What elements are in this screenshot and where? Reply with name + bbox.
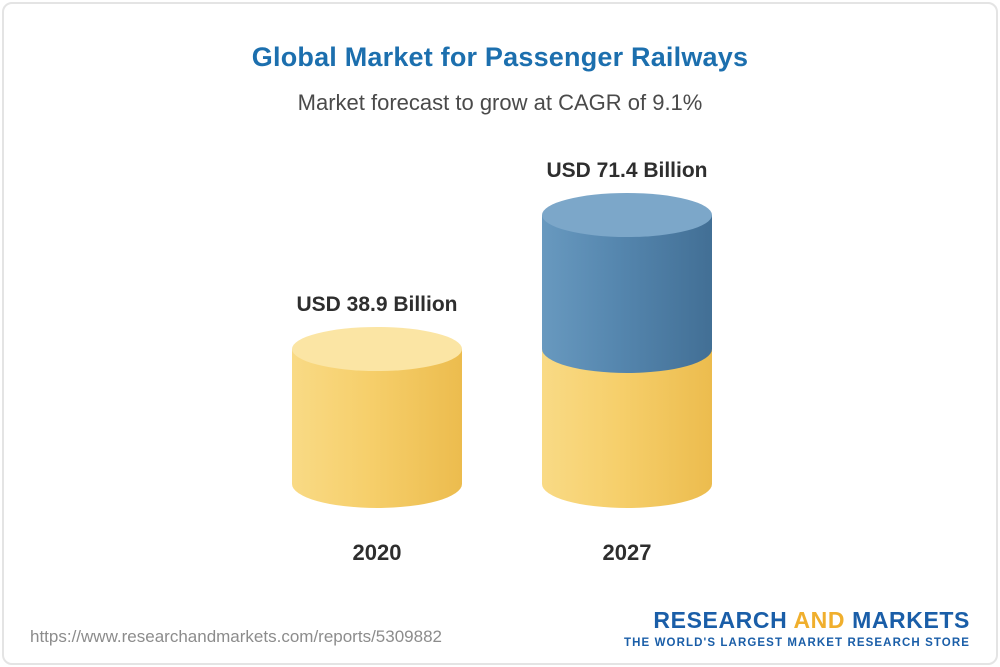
page-title: Global Market for Passenger Railways [251, 42, 749, 72]
cylinder-2027-top-cap [542, 193, 712, 238]
logo-tagline: THE WORLD'S LARGEST MARKET RESEARCH STOR… [624, 637, 970, 649]
bar-group-2027: USD 71.4 Billion 2027 [542, 159, 712, 565]
year-label-2027: 2027 [602, 540, 652, 565]
cylinder-2027-base-segment [542, 348, 712, 508]
year-label-2020: 2020 [352, 540, 402, 565]
research-and-markets-logo: RESEARCH AND MARKETS THE WORLD'S LARGEST… [624, 607, 970, 649]
logo-word-research: RESEARCH [653, 607, 788, 633]
cylinder-2027-growth-segment [542, 193, 712, 373]
cylinder-bar-chart: USD 38.9 Billion 2020 USD 71.4 Billion 2… [4, 4, 996, 663]
logo-wordmark: RESEARCH AND MARKETS [624, 607, 970, 634]
value-label-2027: USD 71.4 Billion [546, 159, 708, 183]
value-label-2020: USD 38.9 Billion [296, 292, 458, 316]
cylinder-2020 [292, 326, 462, 508]
cylinder-2027 [542, 193, 712, 508]
bar-group-2020: USD 38.9 Billion 2020 [292, 292, 462, 565]
cylinder-2020-top-cap [292, 326, 462, 371]
logo-word-and: AND [793, 607, 846, 633]
page-subtitle: Market forecast to grow at CAGR of 9.1% [297, 90, 703, 115]
report-url-link[interactable]: https://www.researchandmarkets.com/repor… [30, 627, 442, 646]
cylinder-2020-base-segment [292, 326, 462, 508]
logo-word-markets: MARKETS [852, 607, 970, 633]
